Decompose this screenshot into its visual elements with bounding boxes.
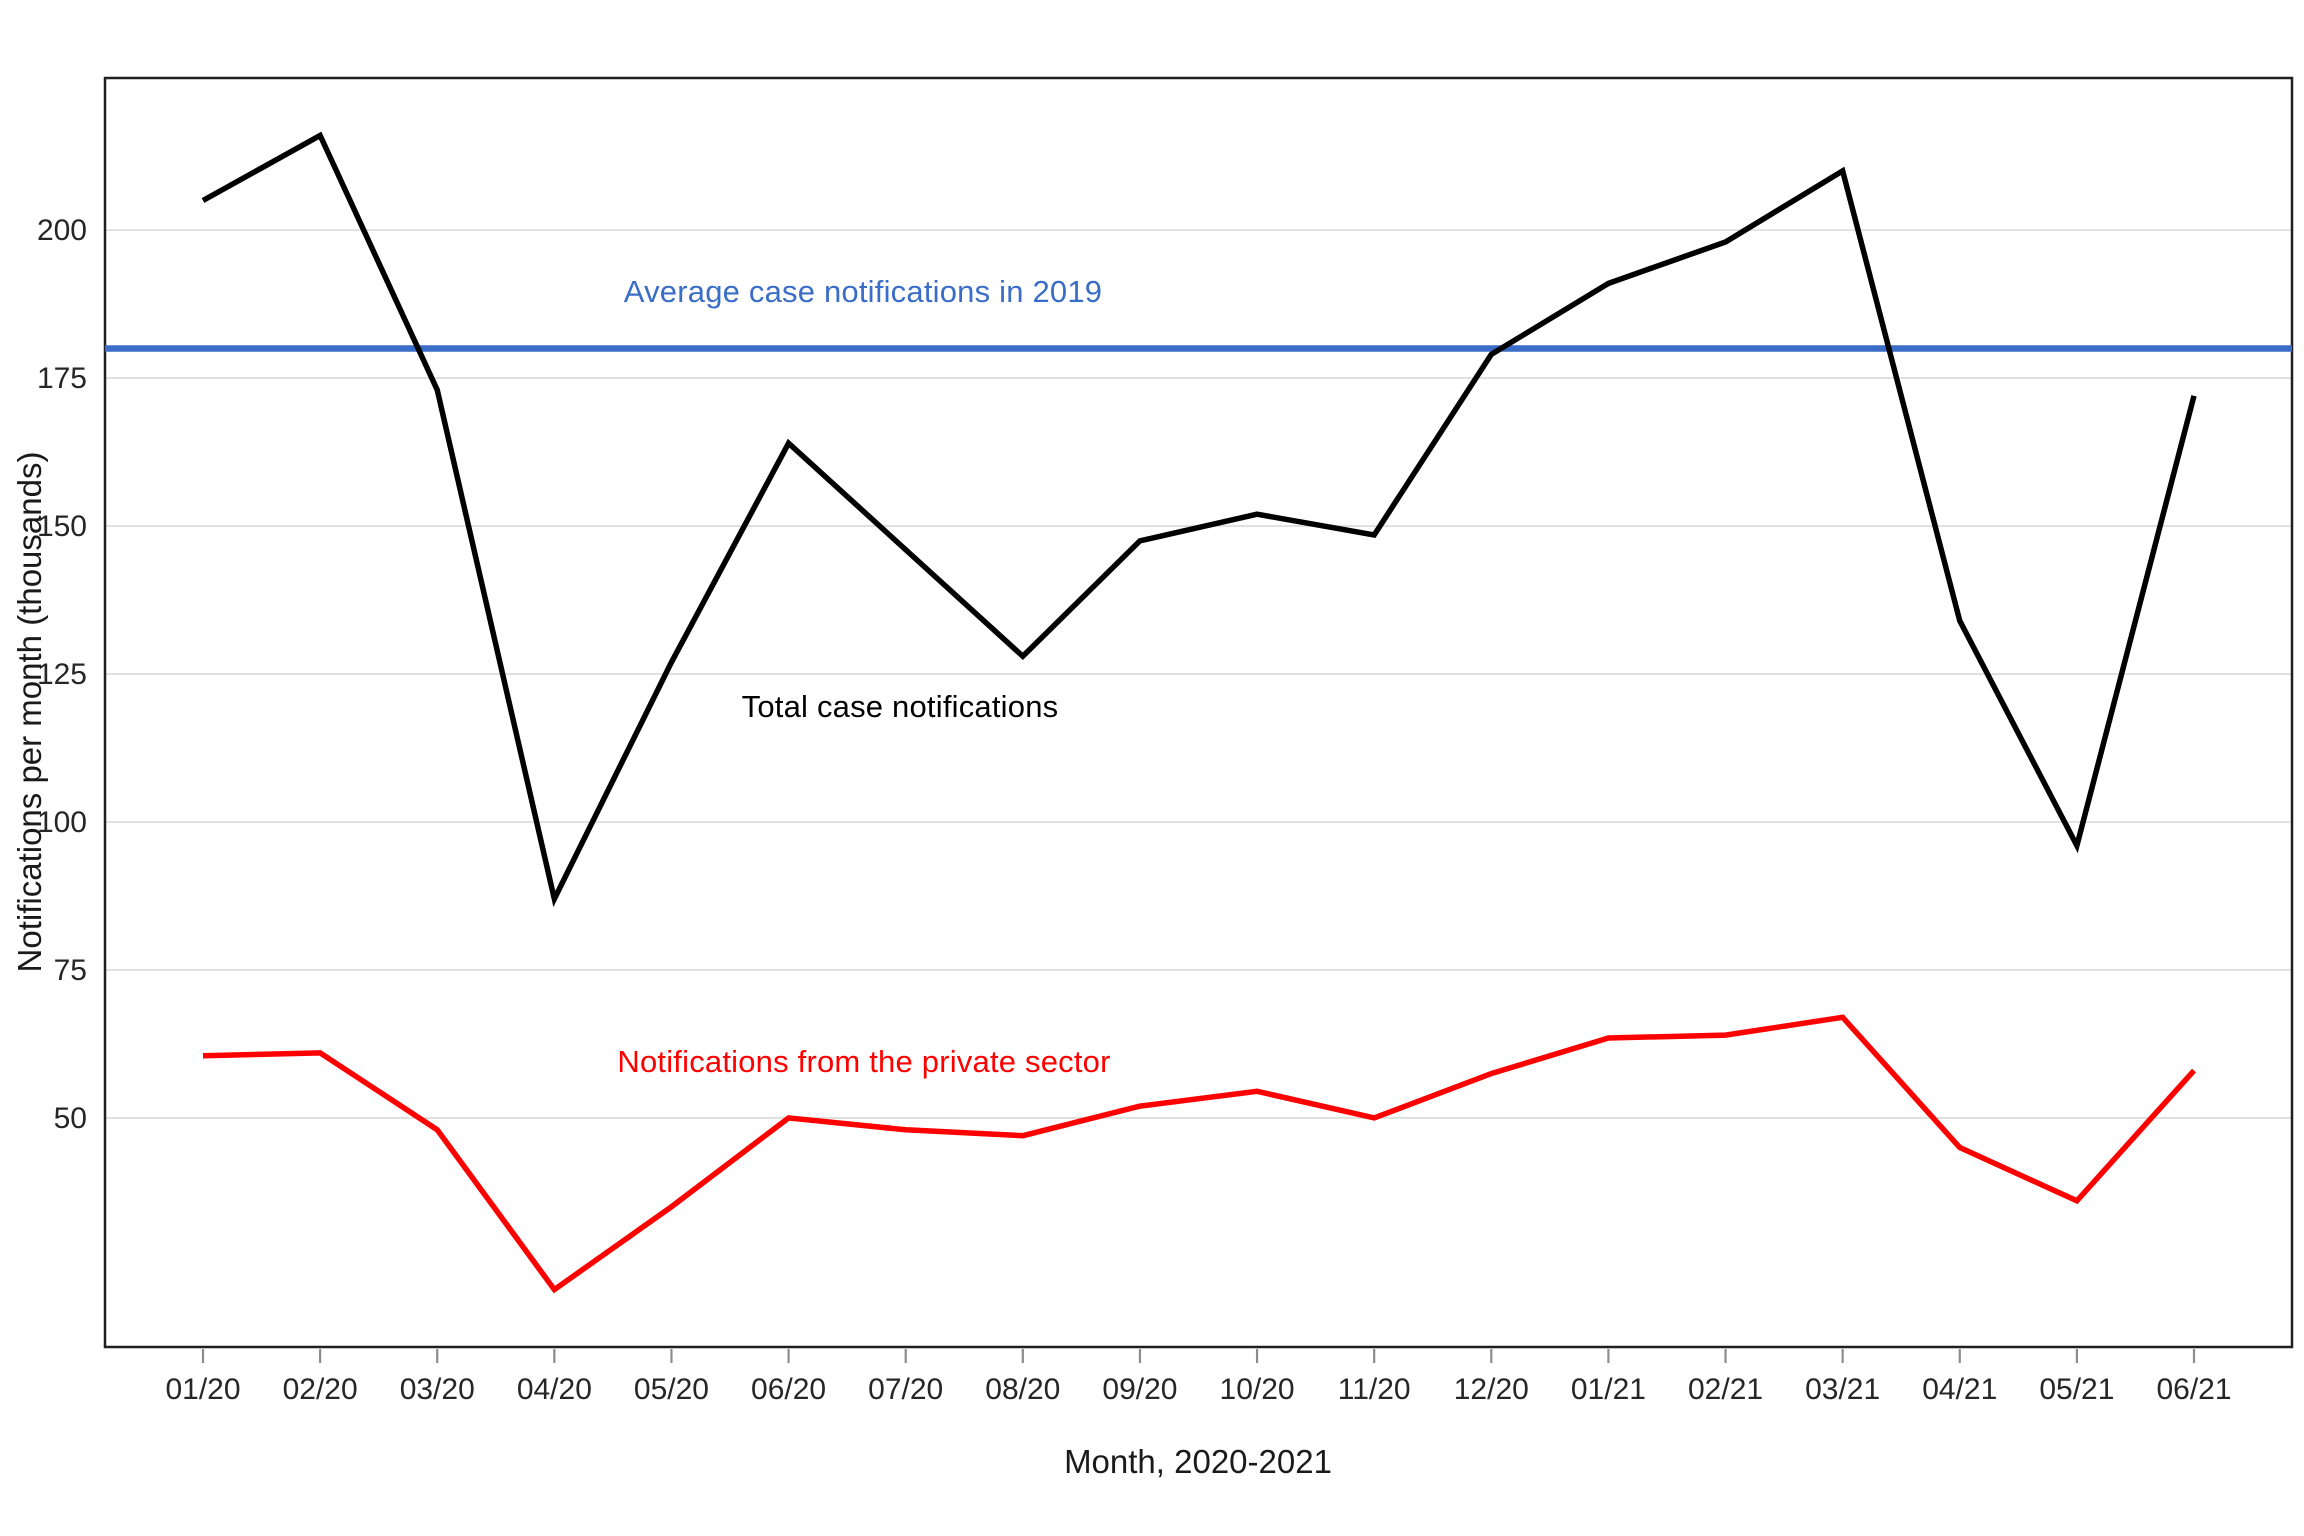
private-sector-notifications-line xyxy=(202,1014,2197,1294)
total-case-notifications-line xyxy=(201,131,2197,908)
y-axis-title: Notifications per month (thousands) xyxy=(11,451,48,973)
x-tick-label: 01/21 xyxy=(1571,1373,1646,1406)
x-tick-label: 12/20 xyxy=(1454,1373,1529,1406)
x-tick-label: 03/20 xyxy=(400,1373,475,1406)
x-tick-label: 04/20 xyxy=(517,1373,592,1406)
x-tick-label: 04/21 xyxy=(1922,1373,1997,1406)
plot-border xyxy=(103,76,2294,1349)
y-tick-label: 100 xyxy=(37,806,87,839)
total-series-label: Total case notifications xyxy=(741,689,1059,724)
y-tick-label: 175 xyxy=(37,362,87,395)
x-tick-label: 05/21 xyxy=(2039,1373,2114,1406)
x-tick-label: 02/21 xyxy=(1688,1373,1763,1406)
y-tick-label: 150 xyxy=(37,510,87,543)
x-tick-label: 02/20 xyxy=(283,1373,358,1406)
x-tick-label: 06/21 xyxy=(2156,1373,2231,1406)
x-tick-label: 01/20 xyxy=(165,1373,240,1406)
y-tick-label: 75 xyxy=(54,954,87,987)
x-tick-label: 10/20 xyxy=(1220,1373,1295,1406)
private-series-label: Notifications from the private sector xyxy=(617,1044,1111,1079)
y-tick-label: 200 xyxy=(37,214,87,247)
x-tick-label: 11/20 xyxy=(1338,1373,1411,1406)
x-axis-title: Month, 2020-2021 xyxy=(1064,1443,1332,1480)
x-tick-label: 03/21 xyxy=(1805,1373,1880,1406)
x-tick-label: 07/20 xyxy=(868,1373,943,1406)
y-tick-label: 125 xyxy=(37,658,87,691)
x-tick-label: 08/20 xyxy=(985,1373,1060,1406)
y-tick-label: 50 xyxy=(54,1102,87,1135)
x-tick-label: 09/20 xyxy=(1102,1373,1177,1406)
x-tick-label: 05/20 xyxy=(634,1373,709,1406)
x-tick-label: 06/20 xyxy=(751,1373,826,1406)
reference-line-label: Average case notifications in 2019 xyxy=(623,274,1103,309)
